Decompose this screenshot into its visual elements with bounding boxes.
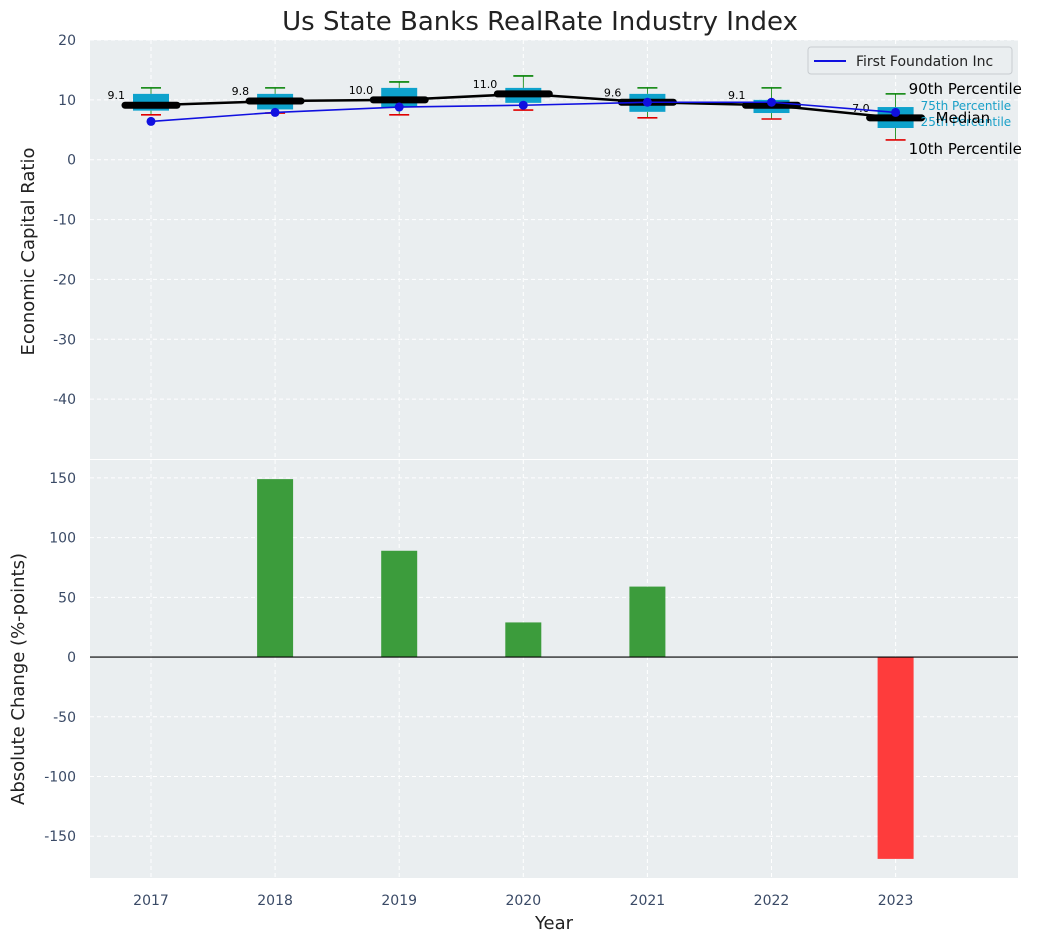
bottom-y-tick-label: -100: [44, 769, 76, 785]
top-y-tick-label: 10: [58, 93, 76, 109]
median-value-label-2019: 10.0: [349, 84, 374, 97]
bottom-y-tick-label: -50: [53, 710, 76, 726]
annotation-90th: 90th Percentile: [909, 80, 1022, 98]
top-y-axis-title: Economic Capital Ratio: [18, 148, 39, 356]
median-value-label-2021: 9.6: [604, 86, 622, 99]
company-point-2019: [394, 102, 404, 112]
company-point-2022: [767, 97, 776, 107]
bottom-plot-area: [90, 460, 1018, 878]
median-value-label-2020: 11.0: [473, 78, 498, 91]
top-y-tick-label: 20: [58, 33, 76, 49]
bottom-y-axis-title: Absolute Change (%-points): [8, 553, 29, 805]
bottom-y-tick-label: 150: [49, 471, 76, 487]
median-value-label-2017: 9.1: [108, 89, 126, 102]
change-bar-2019: [381, 550, 418, 658]
company-point-2017: [146, 116, 156, 126]
chart-title: Us State Banks RealRate Industry Index: [282, 7, 798, 37]
company-point-2020: [518, 100, 528, 110]
bottom-y-tick-label: 50: [58, 590, 76, 606]
top-y-tick-label: -30: [53, 332, 76, 348]
median-value-label-2023: 7.0: [852, 102, 870, 115]
bottom-panel: 150 100 50 0 -50 -100 -150 2017 2018 2019 2020 2021…: [8, 460, 1018, 909]
change-bar-2020: [505, 622, 542, 658]
legend-label: First Foundation Inc: [856, 54, 993, 70]
x-tick-label: 2022: [754, 893, 790, 909]
top-y-tick-label: 0: [67, 153, 76, 169]
legend: First Foundation Inc: [807, 46, 1013, 75]
x-tick-label: 2019: [381, 893, 417, 909]
bottom-y-tick-label: -150: [44, 829, 76, 845]
annotation-median: Median: [936, 109, 991, 127]
company-point-2023: [891, 107, 901, 117]
annotation-75th: 75th Percentile: [921, 99, 1012, 113]
legend-box: [807, 46, 1013, 75]
top-panel: 20 10 0 -10 -20 -30 -40 Economic Capital Ratio 9…: [18, 33, 1022, 459]
company-point-2018: [270, 107, 280, 117]
x-tick-label: 2021: [630, 893, 666, 909]
change-bar-2021: [629, 586, 666, 658]
x-tick-label: 2017: [133, 893, 169, 909]
top-y-tick-label: -20: [53, 272, 76, 288]
bottom-y-tick-label: 100: [49, 531, 76, 547]
x-tick-label: 2023: [878, 893, 914, 909]
median-value-label-2022: 9.1: [728, 89, 746, 102]
annotation-10th: 10th Percentile: [909, 140, 1022, 158]
top-y-tick-label: -40: [53, 392, 76, 408]
x-tick-label: 2018: [257, 893, 293, 909]
annotation-25th: 25th Percentile: [921, 115, 1012, 129]
median-value-label-2018: 9.8: [232, 85, 250, 98]
bottom-y-tick-label: 0: [67, 650, 76, 666]
top-y-tick-label: -10: [53, 213, 76, 229]
change-bar-2018: [257, 479, 294, 658]
company-point-2021: [642, 97, 652, 107]
x-axis-title: Year: [534, 913, 574, 934]
change-bar-2023: [877, 657, 914, 859]
x-tick-label: 2020: [505, 893, 541, 909]
